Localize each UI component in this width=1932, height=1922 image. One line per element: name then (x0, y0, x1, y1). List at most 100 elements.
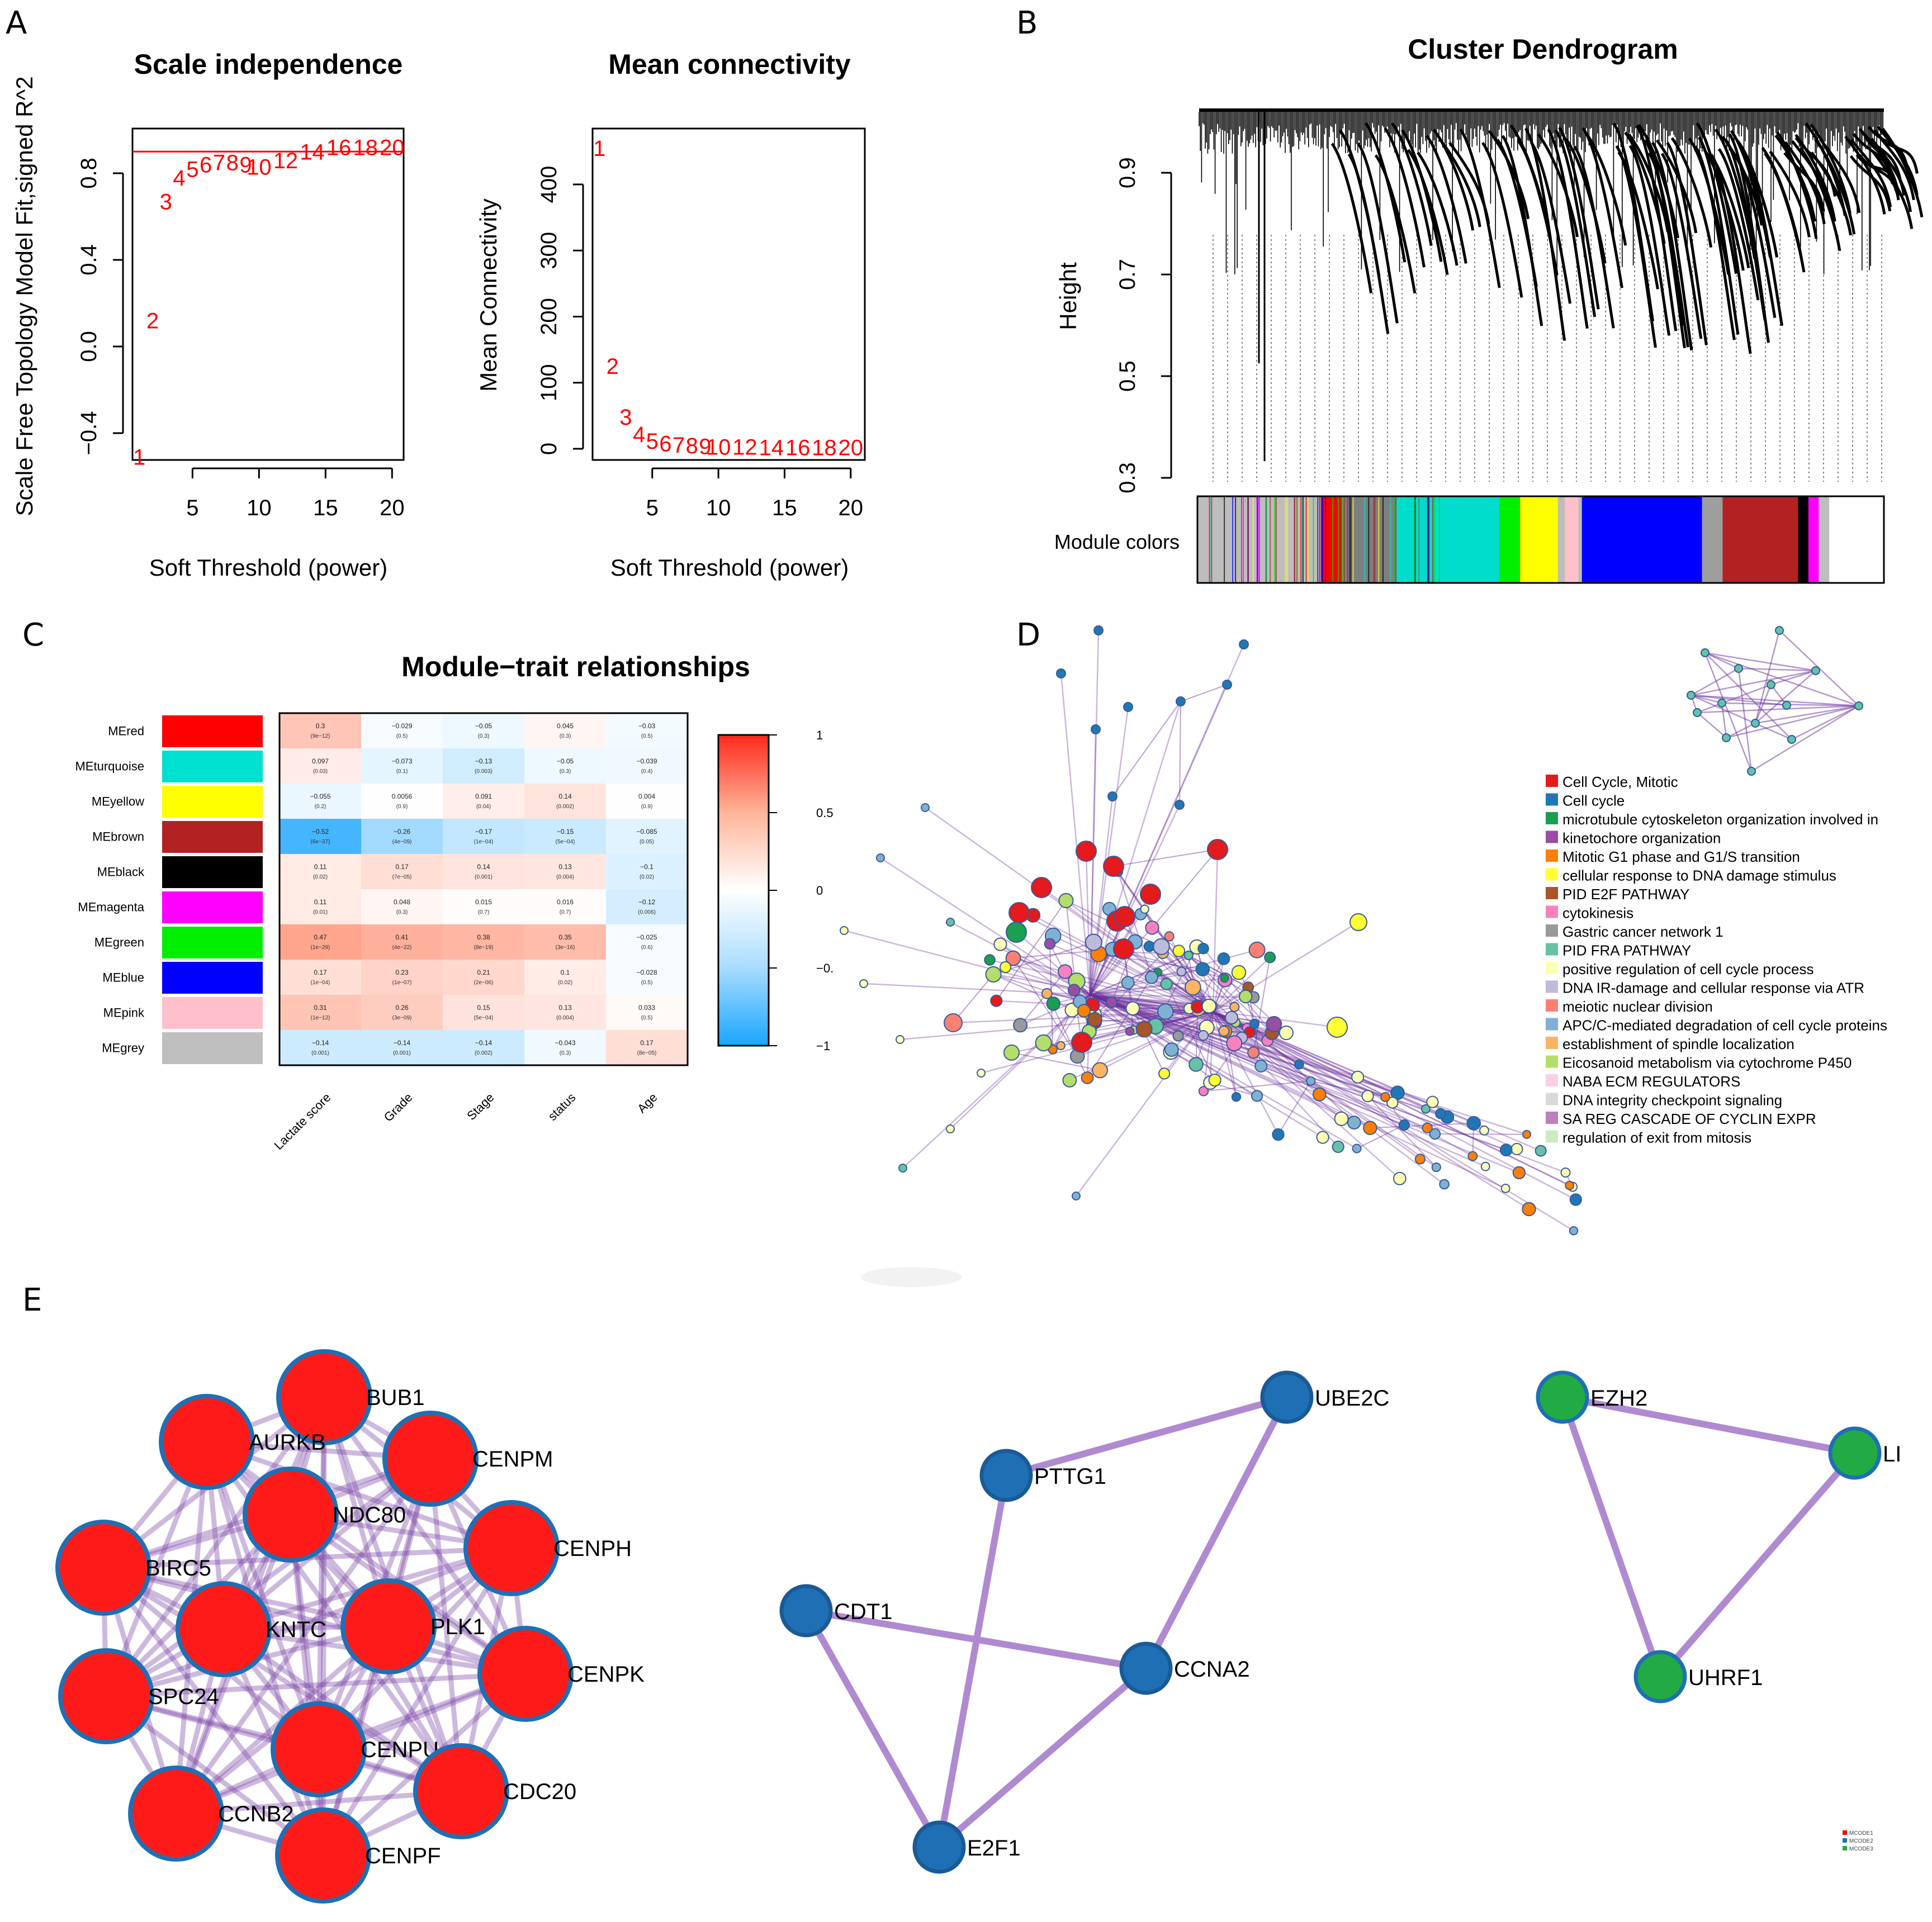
heatmap-cell (280, 784, 361, 819)
legend-label: cytokinesis (1562, 905, 1633, 922)
module-name: MEgreen (94, 936, 144, 950)
dg-branch (1407, 149, 1449, 276)
network-edge-small (1770, 670, 1816, 686)
heatmap-cor: 0.016 (557, 898, 574, 906)
module-band (1702, 496, 1723, 583)
dg-branch (1844, 135, 1886, 215)
heatmap-cor: 0.033 (638, 1004, 655, 1012)
scale-independence-ylabel: Scale Free Topology Model Fit,signed R^2 (11, 76, 37, 516)
module-stripe (1364, 496, 1366, 583)
network-node-small (1747, 767, 1756, 776)
network-node (1510, 1143, 1523, 1155)
module-stripe (1352, 496, 1354, 583)
network-node (1208, 1074, 1221, 1087)
heatmap-cell (361, 748, 443, 784)
module-swatch (162, 715, 263, 747)
dg-branch (1432, 129, 1475, 231)
heatmap-cor: −0.043 (555, 1039, 575, 1047)
network-node (1197, 942, 1209, 955)
network-node (1008, 902, 1030, 923)
network-edge (1197, 1007, 1242, 1038)
module-stripe (1343, 496, 1345, 583)
heatmap-cor: −0.12 (638, 898, 656, 906)
dg-branch (1810, 124, 1852, 214)
network-edge (1152, 849, 1218, 928)
network-node (990, 994, 1003, 1007)
heatmap-cor: −0.05 (557, 757, 574, 765)
heatmap-cor: 0.0056 (392, 792, 413, 800)
module-stripe (1305, 496, 1307, 583)
mc-point-label: 18 (812, 436, 837, 461)
mean-connectivity-ylabel: Mean Connectivity (475, 198, 501, 392)
dg-branch (1813, 138, 1856, 235)
mcode1-edge (104, 1396, 326, 1698)
gene-label: SPC24 (148, 1684, 219, 1709)
network-node (1044, 938, 1056, 950)
network-edge (981, 1010, 1214, 1074)
heatmap-cell (361, 924, 443, 960)
legend-swatch (1546, 868, 1558, 881)
heatmap-cell (361, 854, 443, 889)
gene-label: CDC20 (503, 1779, 576, 1804)
module-band (1520, 496, 1559, 583)
network-node (1390, 1085, 1405, 1100)
network-node-small (1775, 626, 1784, 635)
mcode3-node (1828, 1426, 1882, 1480)
mcode1-node (276, 1349, 372, 1445)
network-node (1393, 1171, 1407, 1185)
dg-branch (1501, 135, 1543, 326)
network-edge (1075, 1011, 1214, 1197)
si-y-tick-label: 0.8 (77, 158, 101, 189)
mcode2-edge (803, 1609, 943, 1849)
mean-connectivity-frame (591, 127, 866, 461)
mc-point-label: 9 (699, 434, 711, 459)
mcode1-edge (428, 1458, 464, 1792)
network-node (1164, 1042, 1179, 1057)
legend-label: Cell Cycle, Mitotic (1562, 773, 1678, 790)
network-edge (1090, 994, 1166, 1013)
network-edge-small (1690, 694, 1792, 741)
network-node (1003, 1044, 1020, 1061)
network-node (1005, 950, 1021, 966)
heatmap-cor: 0.3 (316, 722, 325, 730)
network-edge (1202, 948, 1273, 1033)
network-node-small (1811, 666, 1820, 675)
heatmap-cell (280, 713, 361, 748)
dg-y-tick-label: 0.3 (1115, 462, 1140, 493)
module-stripe (1350, 496, 1352, 583)
legend-label: kinetochore organization (1562, 830, 1721, 847)
module-band (1722, 496, 1798, 583)
heatmap-pval: (8e−19) (474, 945, 494, 951)
heatmap-cell (606, 854, 688, 889)
network-edge (1089, 701, 1182, 995)
heatmap-cor: 0.097 (312, 757, 329, 765)
mc-x-tick-label: 20 (839, 496, 864, 520)
module-band (1499, 496, 1521, 583)
heatmap-cor: 0.1 (561, 969, 570, 976)
heatmap-cell (443, 924, 524, 960)
network-edge (1113, 849, 1218, 867)
module-name: MEgrey (102, 1041, 144, 1055)
dg-branch (1647, 152, 1689, 348)
dg-branch (1459, 128, 1501, 288)
mcode1-node (413, 1743, 509, 1839)
heatmap-pval: (0.5) (641, 1015, 653, 1021)
mcode1-edge (102, 1565, 463, 1793)
module-colors-label: Module colors (1054, 530, 1180, 553)
heatmap-cor: 0.23 (395, 969, 409, 976)
module-stripe (1285, 496, 1286, 583)
module-stripe (1382, 496, 1384, 583)
heatmap-cor: 0.14 (477, 863, 490, 871)
si-y-tick-label: −0.4 (77, 411, 101, 455)
legend-label: Gastric cancer network 1 (1562, 923, 1723, 940)
panel-label-b: B (1016, 5, 1038, 41)
heatmap-cor: 0.11 (314, 898, 327, 906)
network-node (1569, 1226, 1579, 1236)
legend-label: PID E2F PATHWAY (1562, 886, 1689, 903)
module-stripe (1296, 496, 1298, 583)
mc-point-label: 7 (673, 433, 685, 458)
network-node (1135, 1021, 1153, 1038)
network-edge (1090, 994, 1275, 1025)
network-node (1480, 1161, 1490, 1171)
heatmap-cell (524, 924, 606, 960)
